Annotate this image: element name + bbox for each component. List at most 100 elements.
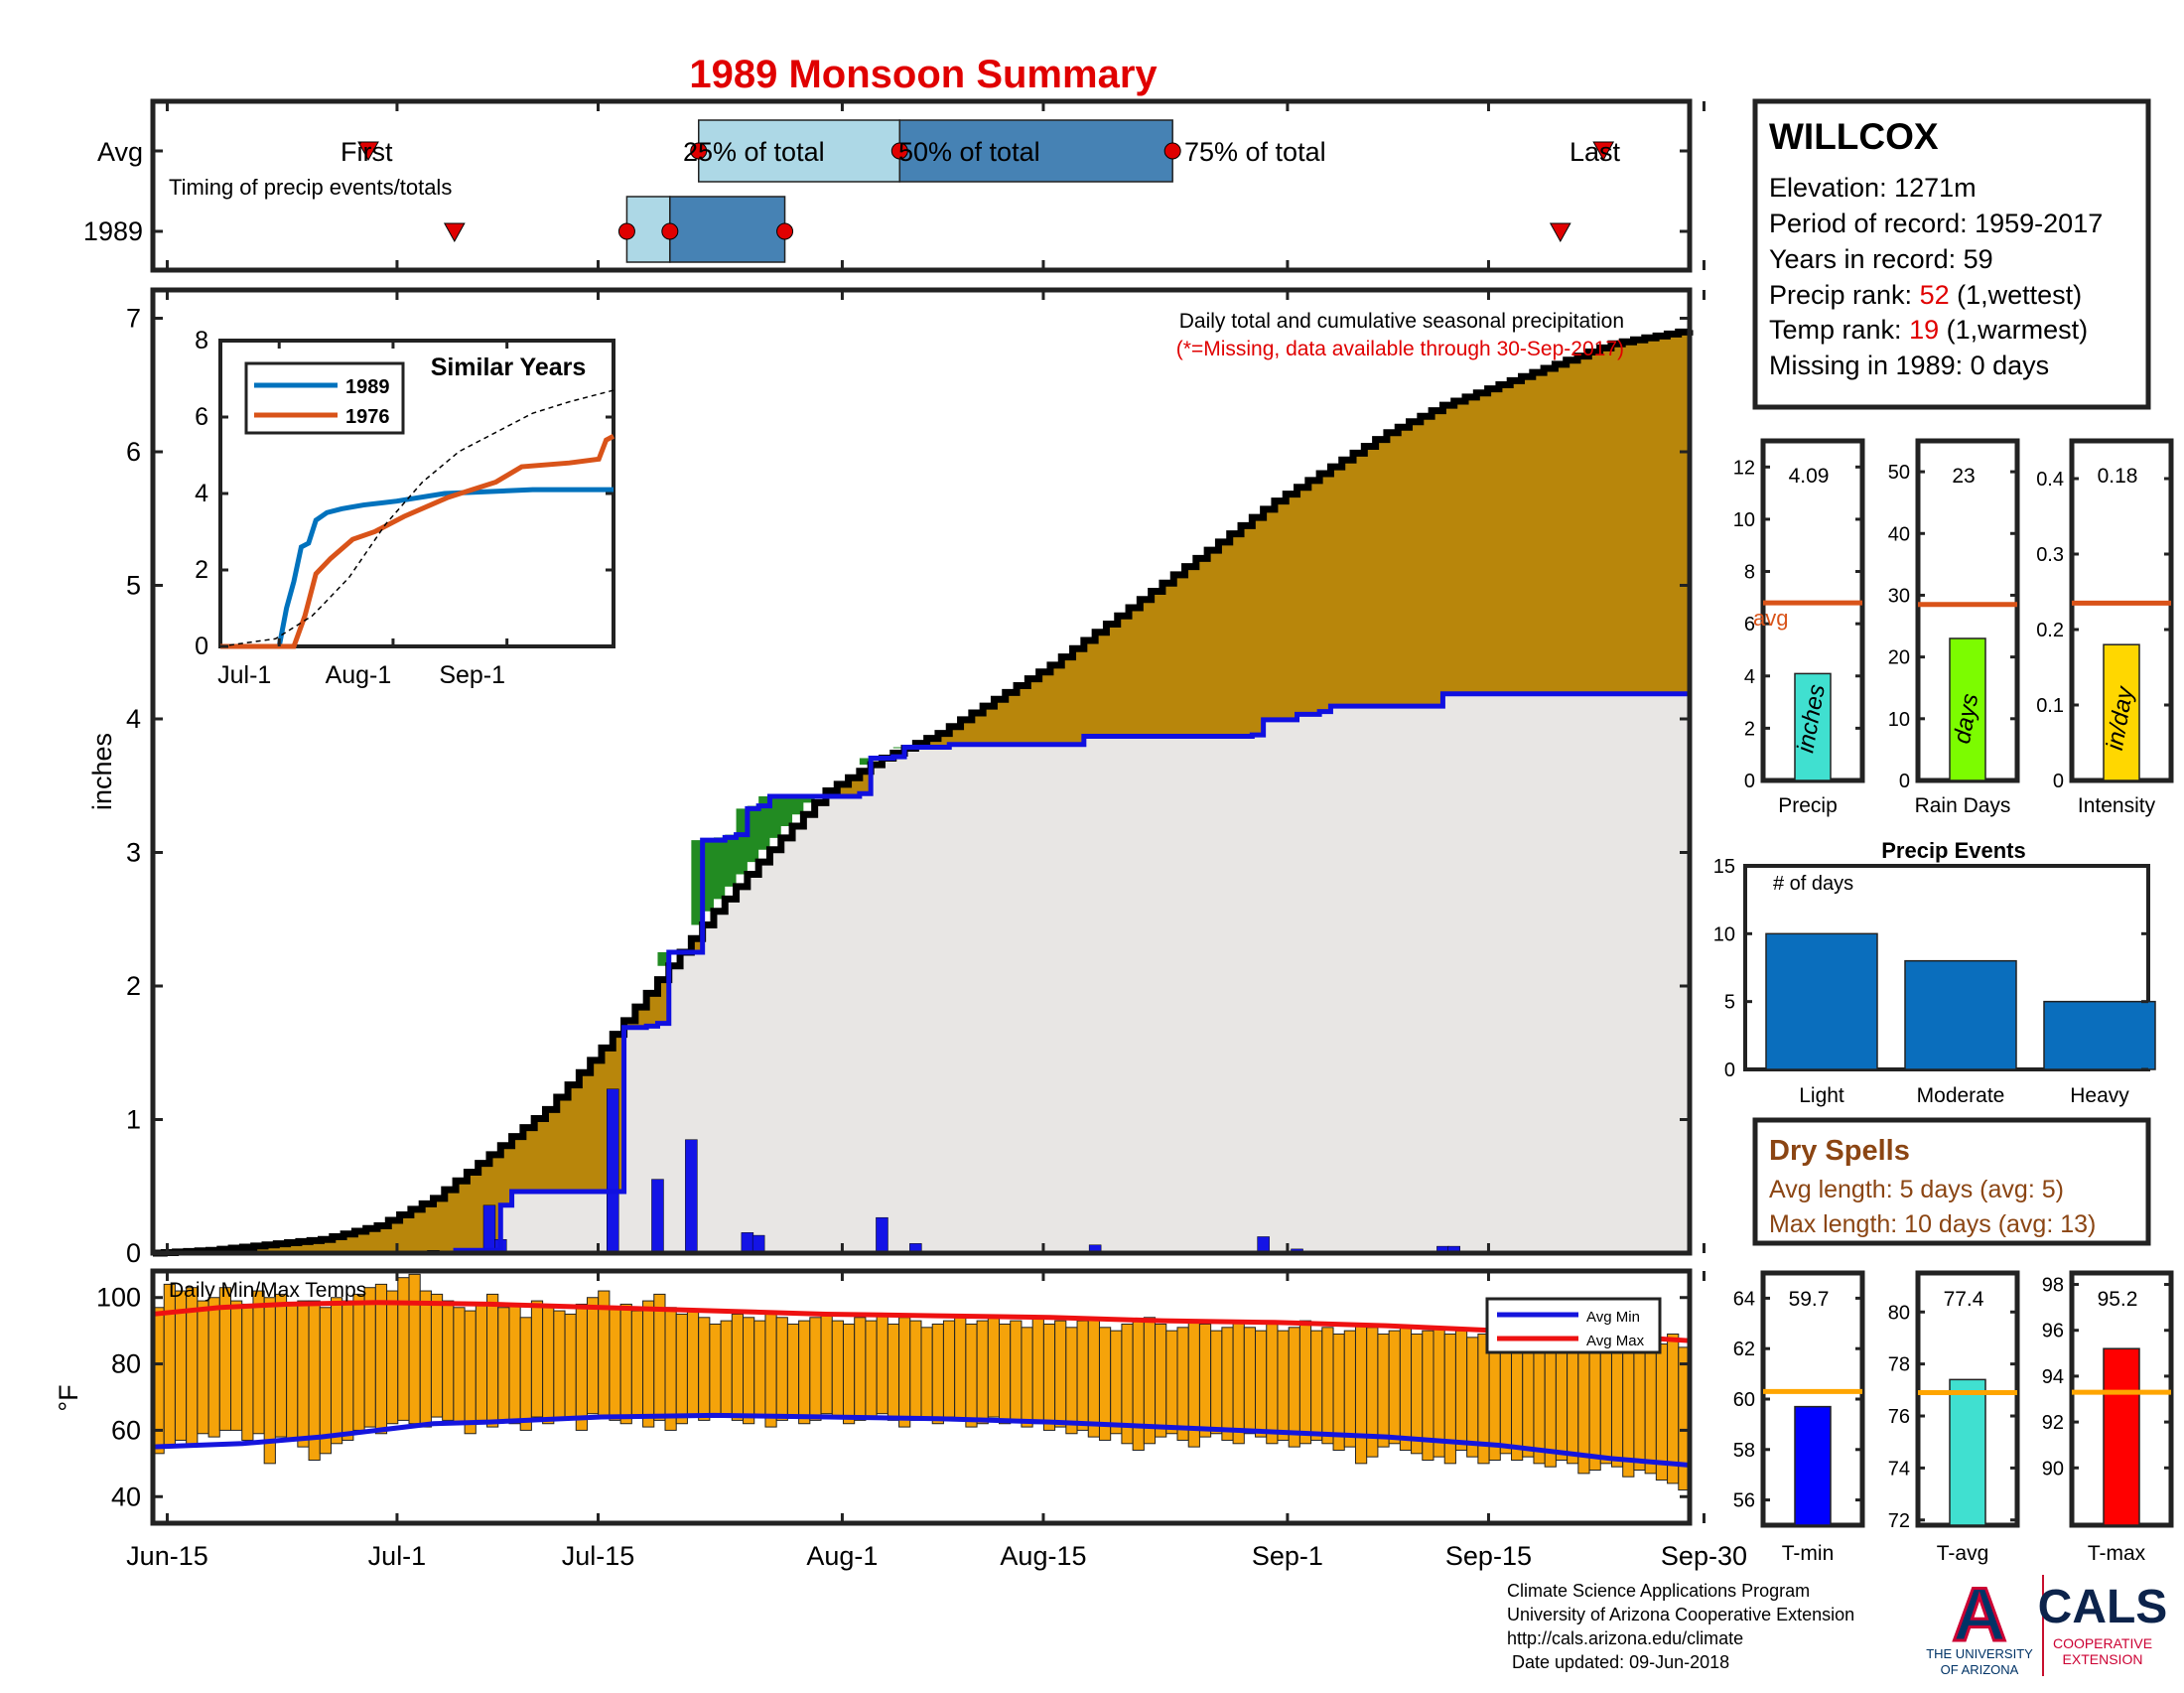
temp-chart: 40 60 80 100 Daily Min/Max Temps °F Avg Min… (54, 1268, 1706, 1526)
station-missing: Missing in 1989: 0 days (1769, 351, 2049, 380)
inset-legend-1976: 1976 (345, 406, 390, 428)
temp-bar-78 (1021, 1327, 1033, 1428)
mini-intensity-ytick-label-4: 0.4 (2036, 469, 2064, 491)
avg-marker-p50 (890, 142, 908, 160)
events-title: Precip Events (1881, 838, 2026, 863)
temp-bar-66 (887, 1323, 900, 1421)
temp-bar-90 (1155, 1323, 1167, 1438)
temp-bar-113 (1411, 1334, 1424, 1455)
inset-xtick-label-0: Jul-1 (217, 661, 271, 689)
events-ytick-label-2: 10 (1713, 923, 1735, 945)
events-cat-heavy: Heavy (2070, 1084, 2129, 1107)
year-marker-p50 (661, 222, 679, 240)
temp-bar-103 (1298, 1320, 1312, 1445)
temp-bar-65 (876, 1313, 888, 1415)
temp-bar-36 (553, 1310, 566, 1421)
temp-bar-83 (1076, 1320, 1089, 1431)
avg-marker-p75 (1163, 142, 1181, 160)
temp-bar-117 (1454, 1330, 1468, 1451)
temp-bar-74 (976, 1320, 989, 1425)
station-name: WILLCOX (1769, 116, 1939, 157)
timing-panel: Avg 1989 Timing of precip events/totals … (83, 98, 1706, 273)
tbar-t-min-ytick-label-3: 62 (1733, 1339, 1755, 1360)
inset-ytick-label-3: 6 (195, 403, 208, 431)
temp-bar-92 (1176, 1327, 1189, 1441)
temp-bar-51 (720, 1320, 733, 1415)
footer-credits: Climate Science Applications Program Uni… (1507, 1581, 1854, 1672)
temp-bar-24 (419, 1290, 432, 1428)
station-years: Years in record: 59 (1769, 244, 1993, 274)
temp-bar-84 (1087, 1317, 1100, 1438)
temp-bar-7 (230, 1300, 243, 1431)
temp-bar-98 (1243, 1327, 1257, 1435)
above-average-area (657, 747, 905, 966)
temp-bar-125 (1544, 1334, 1557, 1468)
temp-bar-12 (286, 1303, 299, 1441)
dry-spells-max: Max length: 10 days (avg: 13) (1769, 1210, 2096, 1238)
temp-bar-42 (619, 1303, 632, 1425)
temp-bar-41 (609, 1307, 621, 1421)
mini-label-precip: Precip (1778, 794, 1838, 817)
temp-legend-avg-max: Avg Max (1586, 1333, 1645, 1349)
tbar-t-avg-ytick-label-4: 80 (1888, 1302, 1910, 1324)
temp-bar-64 (865, 1320, 878, 1418)
daily-precip-bar-3 (607, 1088, 619, 1254)
avg-cumulative-line (153, 328, 1694, 1257)
temp-bar-54 (753, 1320, 766, 1418)
temp-bar-91 (1165, 1330, 1178, 1435)
main-ytick-label-1: 1 (126, 1105, 141, 1135)
temp-bar-130 (1599, 1337, 1612, 1465)
temp-bar-67 (898, 1317, 911, 1428)
temp-bar-4 (197, 1300, 209, 1435)
tbar-t-min-ytick-label-1: 58 (1733, 1440, 1755, 1462)
temp-bar-129 (1588, 1334, 1601, 1472)
events-cat-moderate: Moderate (1917, 1084, 2005, 1107)
temp-bar-99 (1255, 1330, 1268, 1438)
temp-bar-111 (1388, 1330, 1401, 1445)
mini-precip-ytick-label-2: 4 (1744, 666, 1755, 688)
temp-legend-avg-min: Avg Min (1586, 1309, 1640, 1326)
temp-bar-88 (1132, 1320, 1145, 1451)
temp-bar-61 (831, 1320, 844, 1418)
temp-bar-73 (965, 1323, 978, 1428)
tbar-t-max-ytick-label-2: 94 (2042, 1366, 2064, 1388)
timing-row-avg-label: Avg (97, 137, 143, 167)
tbar-t-min-bar (1794, 1405, 1832, 1526)
tbar-label-tmin: T-min (1782, 1542, 1835, 1565)
mini-precip-ytick-label-0: 0 (1744, 771, 1755, 792)
temp-bar-107 (1343, 1330, 1356, 1448)
timing-p25-label: 25% of total (683, 137, 825, 167)
temp-ylabel: °F (54, 1384, 83, 1411)
season-stat-bars: 0 2 4 6 8 10 12 0 10 20 30 40 50 0 0.1 0.2 0.3 0.4 (1733, 438, 2174, 792)
xtick-label-3: Aug-1 (806, 1541, 878, 1571)
temp-bar-104 (1310, 1330, 1323, 1441)
temp-bar-5 (207, 1297, 220, 1438)
temp-bar-47 (675, 1313, 688, 1425)
tbar-t-max-ytick-label-0: 90 (2042, 1458, 2064, 1480)
svg-text:OF ARIZONA: OF ARIZONA (1941, 1662, 2019, 1677)
daily-precip-bar-7 (751, 1234, 765, 1254)
xtick-label-7: Sep-30 (1661, 1541, 1747, 1571)
svg-text:COOPERATIVE: COOPERATIVE (2053, 1635, 2152, 1651)
daily-precip-bar-6 (741, 1232, 754, 1254)
temp-bar-34 (530, 1300, 544, 1418)
avg-first-triangle (357, 141, 379, 162)
tbar-value-tmax: 95.2 (2098, 1288, 2138, 1311)
timing-last-label: Last (1570, 137, 1621, 167)
events-ytick-label-1: 5 (1724, 992, 1735, 1014)
temp-bar-133 (1633, 1340, 1646, 1472)
temp-bar-1 (163, 1283, 176, 1448)
tbar-t-min-ytick-label-2: 60 (1733, 1389, 1755, 1411)
mini-value-precip: 4.09 (1789, 465, 1830, 488)
temp-bar-49 (698, 1317, 711, 1421)
station-elevation: Elevation: 1271m (1769, 173, 1977, 203)
year-first-triangle (443, 222, 466, 243)
xtick-label-6: Sep-15 (1445, 1541, 1532, 1571)
temp-bar-13 (297, 1300, 310, 1448)
timing-row-year-label: 1989 (83, 216, 143, 246)
temp-bar-26 (442, 1300, 455, 1421)
temp-bar-17 (341, 1300, 354, 1441)
precip-events-chart: Precip Events 0 5 10 15 # of days Light Mod… (1713, 838, 2156, 1107)
temp-bar-115 (1433, 1327, 1445, 1458)
svg-text:A: A (1953, 1573, 2007, 1657)
